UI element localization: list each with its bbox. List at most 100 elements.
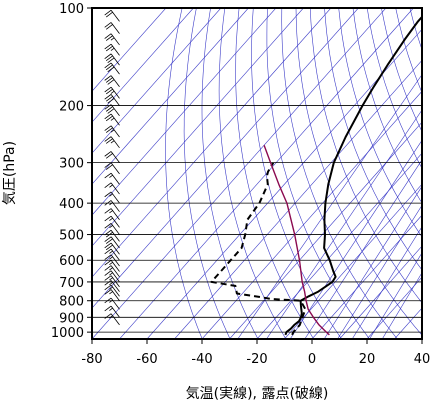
dry-adiabat-line: [165, 8, 203, 339]
wind-barb-shaft: [110, 53, 120, 66]
wind-barb-flag: [104, 259, 112, 266]
wind-barb-flag: [104, 136, 112, 142]
isotherm-line: [311, 214, 422, 339]
wind-barb-flag: [109, 267, 113, 271]
wind-barb-flag: [110, 47, 115, 51]
wind-barb-flag: [109, 315, 113, 319]
wind-barb-flag: [109, 256, 113, 260]
wind-barb-flag: [105, 238, 113, 244]
wind-barb-shaft: [110, 9, 120, 22]
wind-barb-flag: [109, 291, 113, 295]
wind-barb-shaft: [110, 229, 120, 242]
dry-adiabat-line: [424, 8, 431, 339]
wind-barb-flag: [105, 231, 113, 238]
mixing-ratio-line: [337, 204, 422, 339]
wind-barb: [104, 53, 120, 66]
temperature-profile: [284, 15, 422, 336]
y-tick-label: 400: [59, 197, 84, 212]
x-tick-label: 40: [414, 352, 431, 367]
isotherm-line: [229, 121, 422, 339]
dry-adiabat-line: [266, 8, 370, 339]
wind-barb-flag: [109, 282, 113, 286]
wind-barb-flag: [109, 184, 113, 188]
wind-barb: [104, 125, 120, 138]
wind-barb-flag: [105, 35, 113, 41]
dry-adiabat-line: [352, 8, 422, 204]
wind-barb: [105, 0, 120, 9]
wind-barb-flag: [107, 66, 115, 73]
wind-barb-flag: [105, 0, 111, 2]
wind-barb-flag: [109, 217, 113, 221]
wind-barb-flag: [107, 79, 115, 85]
wind-barb-flag: [104, 22, 112, 28]
x-tick-label: -80: [81, 352, 102, 367]
wind-barb: [104, 242, 120, 255]
wind-barb: [104, 289, 120, 301]
wind-barb-flag: [104, 313, 112, 319]
mixing-ratio-line: [369, 252, 422, 339]
mixing-ratio-line: [323, 185, 422, 339]
wind-barb-flag: [105, 77, 113, 83]
wind-barb-flag: [104, 182, 112, 188]
wind-barb-flag: [110, 129, 115, 133]
wind-barb-flag: [104, 191, 112, 198]
wind-barb-flag: [104, 53, 112, 59]
wind-barb: [104, 208, 120, 220]
wind-barb-flag: [105, 138, 113, 144]
wind-barb: [104, 113, 120, 126]
wind-barb-flag: [104, 162, 112, 168]
x-tick-label: -20: [246, 352, 267, 367]
dry-adiabat-line: [366, 8, 422, 169]
wind-barb-flag: [104, 200, 112, 206]
isotherm-line: [284, 183, 422, 339]
isotherm-line: [92, 8, 304, 247]
wind-barb-shaft: [110, 172, 120, 185]
wind-barb-flag: [104, 236, 112, 242]
isotherm-line: [92, 8, 277, 216]
wind-barb-flag: [104, 43, 112, 50]
y-tick-label: 500: [59, 229, 84, 244]
wind-barb-flag: [109, 225, 113, 229]
wind-barb: [104, 94, 120, 106]
wind-barb-flag: [104, 113, 112, 120]
dry-adiabat-line: [295, 8, 422, 336]
wind-barb-flag: [107, 108, 115, 114]
wind-barb: [104, 9, 120, 22]
wind-barb-shaft: [110, 22, 120, 34]
wind-barb-flag: [109, 202, 113, 206]
wind-barb-shaft: [110, 242, 120, 255]
wind-barb: [104, 284, 120, 297]
wind-barb: [104, 43, 120, 56]
wind-barb-shaft: [110, 86, 120, 99]
wind-barb: [104, 313, 120, 326]
x-tick-label: -40: [191, 352, 212, 367]
wind-barb-flag: [109, 250, 113, 254]
isotherm-line: [366, 276, 422, 339]
wind-barb: [104, 275, 120, 288]
wind-barb: [104, 270, 120, 283]
wind-barb-flag: [107, 98, 115, 104]
mixing-ratio-line: [304, 159, 422, 339]
dry-adiabat-line: [338, 8, 422, 238]
wind-barb-shaft: [110, 208, 120, 220]
wind-barb-flag: [109, 272, 113, 276]
wind-barb-flag: [104, 242, 112, 249]
wind-barb-flag: [104, 86, 112, 93]
parcel-path: [263, 144, 330, 336]
wind-barb-shaft: [110, 260, 120, 272]
wind-barb-flag: [110, 90, 115, 94]
dry-adiabat-line: [201, 8, 259, 339]
wind-barb: [104, 104, 120, 116]
wind-barb-flag: [105, 106, 113, 112]
x-axis-title: 気温(実線), 露点(破線): [186, 386, 329, 402]
wind-barb-flag: [105, 244, 113, 251]
dry-adiabat-line: [235, 8, 315, 339]
wind-barb-flag: [104, 223, 112, 229]
wind-barb-flag: [109, 0, 112, 1]
wind-barb: [104, 172, 120, 185]
y-tick-label: 1000: [51, 326, 84, 341]
wind-barb-flag: [104, 172, 112, 179]
wind-barb-shaft: [110, 265, 120, 278]
wind-barb-flag: [107, 57, 115, 64]
